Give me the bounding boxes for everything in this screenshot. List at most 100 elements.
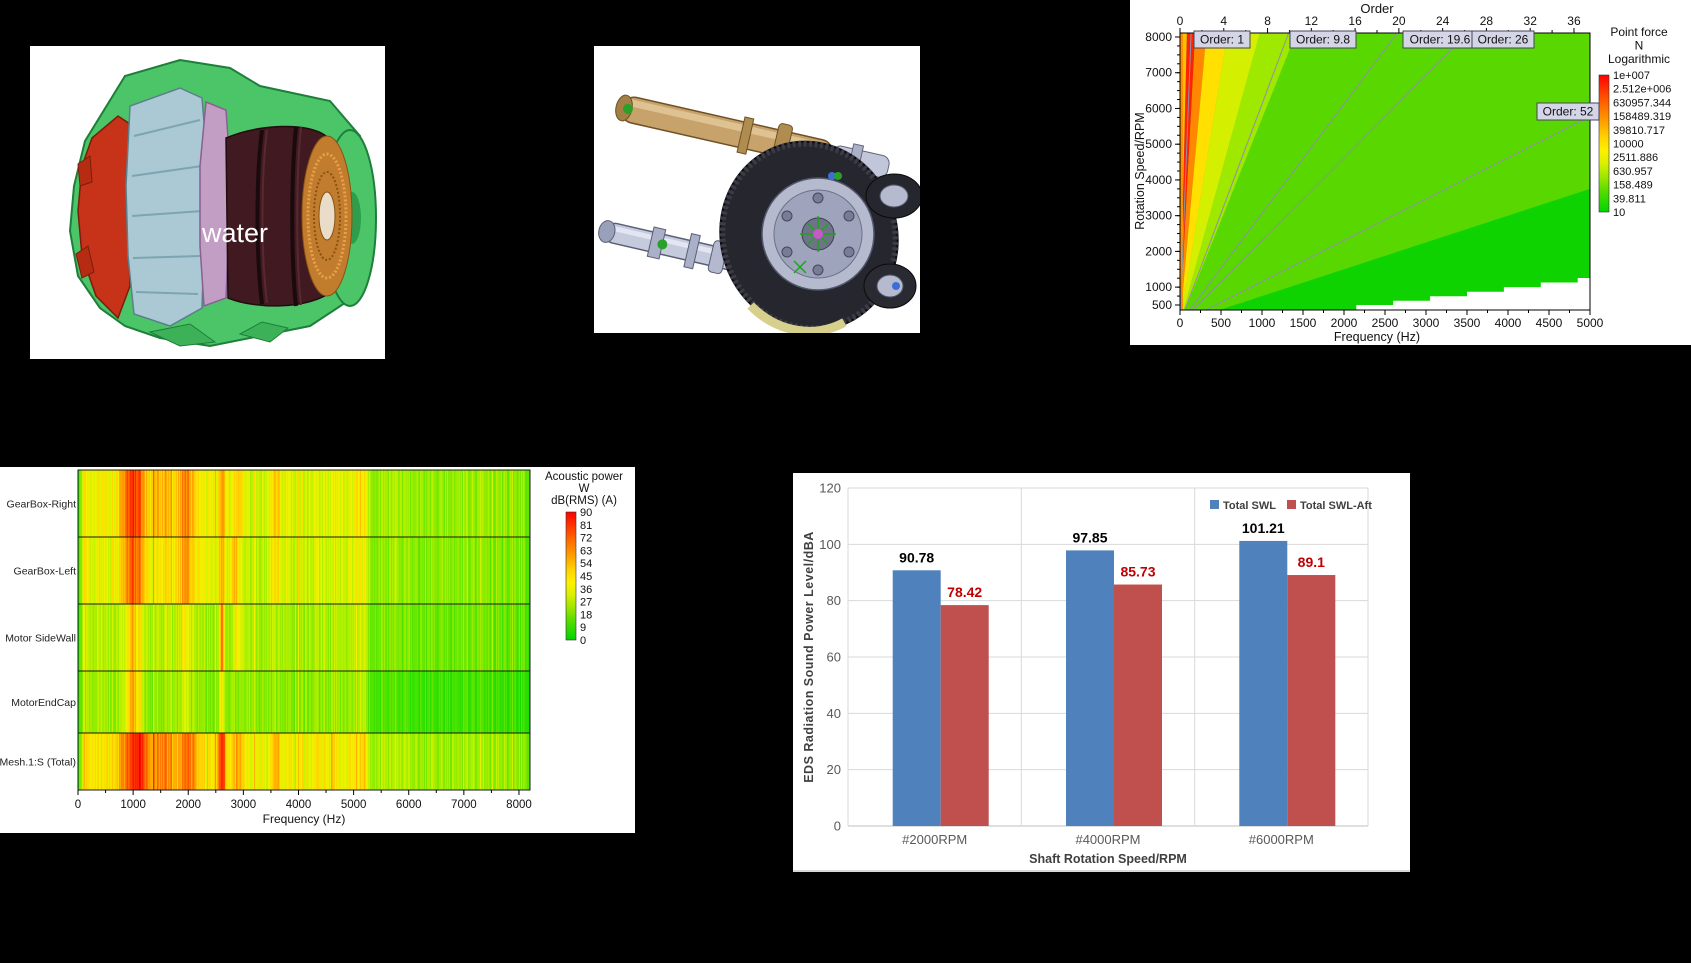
heatmap-cell [413, 733, 415, 790]
heatmap-cell [142, 671, 144, 733]
heatmap-cell [139, 604, 141, 671]
heatmap-cell [350, 733, 352, 790]
heatmap-cell [141, 733, 143, 790]
heatmap-cell [160, 733, 162, 790]
heatmap-cell [495, 671, 497, 733]
heatmap-cell [315, 537, 317, 604]
heatmap-cell [405, 604, 407, 671]
heatmap-cell [491, 470, 493, 537]
heatmap-cell [218, 733, 220, 790]
heatmap-cell [273, 537, 275, 604]
heatmap-cell [401, 733, 403, 790]
heatmap-cell [133, 671, 135, 733]
heatmap-cell [85, 537, 87, 604]
colorbar [1598, 74, 1610, 213]
heatmap-cell [271, 537, 273, 604]
heatmap-cell [313, 733, 315, 790]
heatmap-cell [294, 470, 296, 537]
x-tick-label: 500 [1211, 316, 1231, 330]
heatmap-cell [306, 470, 308, 537]
heatmap-cell [292, 671, 294, 733]
heatmap-cell [415, 537, 417, 604]
heatmap-cell [283, 733, 285, 790]
heatmap-cell [115, 604, 117, 671]
heatmap-cell [355, 604, 357, 671]
heatmap-cell [496, 604, 498, 671]
heatmap-cell [211, 470, 213, 537]
heatmap-cell [464, 733, 466, 790]
heatmap-cell [142, 470, 144, 537]
heatmap-cell [286, 733, 288, 790]
heatmap-cell [253, 733, 255, 790]
heatmap-cell [174, 671, 176, 733]
heatmap-cell [109, 537, 111, 604]
heatmap-cell [79, 671, 81, 733]
heatmap-cell [201, 470, 203, 537]
heatmap-cell [451, 470, 453, 537]
heatmap-cell [171, 604, 173, 671]
heatmap-cell [346, 671, 348, 733]
heatmap-cell [224, 470, 226, 537]
colorbar-tick-label: 39810.717 [1613, 125, 1665, 137]
heatmap-cell [311, 537, 313, 604]
heatmap-cell [198, 604, 200, 671]
heatmap-cell [366, 733, 368, 790]
heatmap-cell [216, 671, 218, 733]
heatmap-cell [132, 671, 134, 733]
heatmap-cell [193, 671, 195, 733]
heatmap-cell [130, 733, 132, 790]
heatmap-cell [197, 604, 199, 671]
heatmap-cell [392, 537, 394, 604]
heatmap-cell [477, 671, 479, 733]
heatmap-cell [290, 470, 292, 537]
heatmap-cell [292, 733, 294, 790]
heatmap-cell [134, 470, 136, 537]
heatmap-cell [497, 470, 499, 537]
heatmap-cell [445, 733, 447, 790]
heatmap-cell [167, 537, 169, 604]
heatmap-cell [356, 604, 358, 671]
heatmap-cell [328, 470, 330, 537]
heatmap-cell [191, 604, 193, 671]
heatmap-cell [279, 604, 281, 671]
heatmap-cell [274, 470, 276, 537]
heatmap-cell [293, 604, 295, 671]
heatmap-cell [224, 671, 226, 733]
heatmap-cell [312, 604, 314, 671]
heatmap-cell [290, 537, 292, 604]
heatmap-cell [385, 671, 387, 733]
heatmap-cell [480, 537, 482, 604]
heatmap-cell [81, 470, 83, 537]
heatmap-cell [169, 604, 171, 671]
heatmap-cell [337, 671, 339, 733]
heatmap-cell [171, 671, 173, 733]
heatmap-cell [356, 470, 358, 537]
heatmap-cell [317, 604, 319, 671]
heatmap-cell [191, 537, 193, 604]
heatmap-cell [470, 671, 472, 733]
heatmap-cell [410, 604, 412, 671]
heatmap-cell [143, 470, 145, 537]
heatmap-cell [420, 470, 422, 537]
heatmap-cell [198, 671, 200, 733]
heatmap-cell [405, 733, 407, 790]
heatmap-cell [435, 537, 437, 604]
heatmap-cell [307, 470, 309, 537]
heatmap-cell [108, 733, 110, 790]
heatmap-cell [411, 733, 413, 790]
heatmap-cell [203, 470, 205, 537]
heatmap-cell [354, 470, 356, 537]
heatmap-cell [428, 537, 430, 604]
heatmap-cell [314, 671, 316, 733]
heatmap-cell [337, 604, 339, 671]
heatmap-cell [409, 537, 411, 604]
heatmap-cell [354, 671, 356, 733]
heatmap-cell [157, 470, 159, 537]
heatmap-cell [212, 733, 214, 790]
heatmap-cell [359, 733, 361, 790]
heatmap-cell [158, 470, 160, 537]
heatmap-cell [144, 604, 146, 671]
heatmap-cell [228, 604, 230, 671]
heatmap-cell [79, 733, 81, 790]
heatmap-cell [419, 671, 421, 733]
